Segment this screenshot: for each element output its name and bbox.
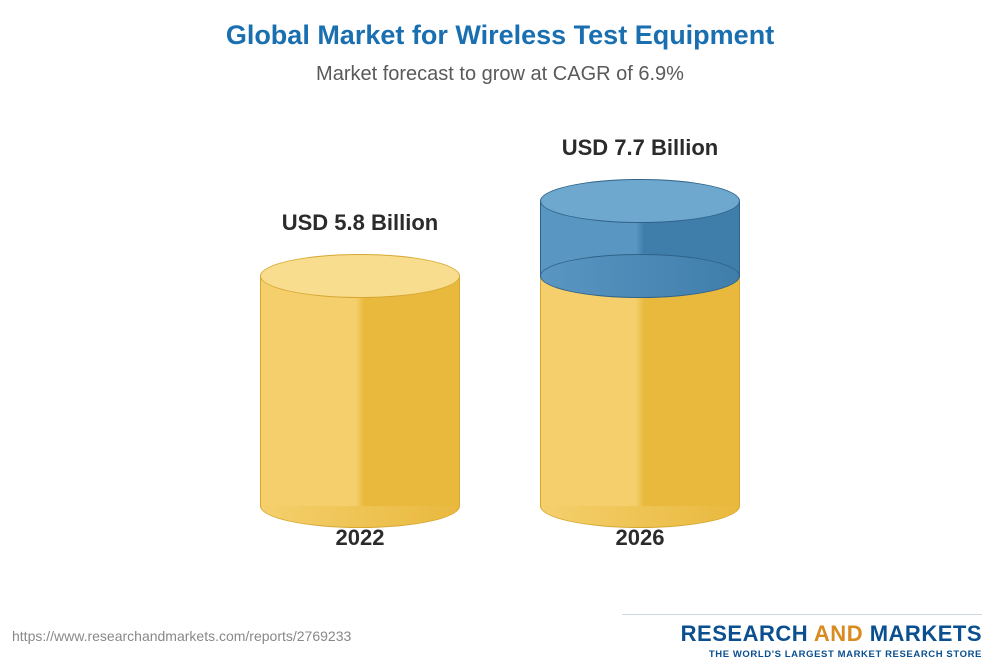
cylinder-join-ellipse [540, 254, 740, 298]
brand-block: RESEARCH AND MARKETS THE WORLD'S LARGEST… [622, 614, 982, 660]
cylinder-segment [540, 276, 740, 506]
cylinder-top-ellipse [540, 179, 740, 223]
brand-word-research: RESEARCH [681, 621, 808, 646]
value-label: USD 5.8 Billion [260, 210, 460, 236]
footer: https://www.researchandmarkets.com/repor… [0, 615, 1000, 667]
cylinder-2022: USD 5.8 Billion [260, 276, 460, 506]
chart-subtitle: Market forecast to grow at CAGR of 6.9% [0, 51, 1000, 86]
brand-word-and: AND [814, 621, 863, 646]
cylinder-top-ellipse [260, 254, 460, 298]
chart-title: Global Market for Wireless Test Equipmen… [0, 0, 1000, 51]
brand-word-markets: MARKETS [870, 621, 982, 646]
brand-name: RESEARCH AND MARKETS [622, 621, 982, 647]
year-label-2022: 2022 [260, 525, 460, 551]
chart-area: USD 5.8 Billion USD 7.7 Billion 2022 202… [0, 96, 1000, 576]
cylinder-segment [260, 276, 460, 506]
year-label-2026: 2026 [540, 525, 740, 551]
cylinder-2026: USD 7.7 Billion [540, 201, 740, 506]
source-url: https://www.researchandmarkets.com/repor… [0, 628, 351, 646]
value-label: USD 7.7 Billion [540, 135, 740, 161]
brand-tagline: THE WORLD'S LARGEST MARKET RESEARCH STOR… [622, 649, 982, 660]
